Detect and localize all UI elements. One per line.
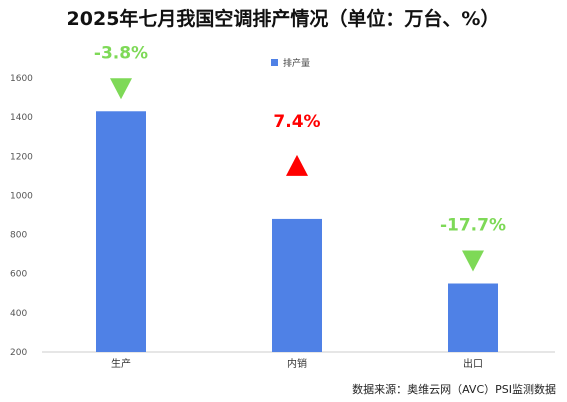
chart-title: 2025年七月我国空调排产情况（单位：万台、%） <box>67 7 500 30</box>
down-arrow-icon <box>462 250 484 272</box>
x-tick-label: 生产 <box>111 357 131 370</box>
legend: 排产量 <box>271 57 310 69</box>
legend-swatch <box>271 59 278 66</box>
change-annotations: -3.8% 7.4% -17.7% <box>94 43 506 272</box>
bar-1 <box>272 218 322 352</box>
legend-label: 排产量 <box>283 57 310 69</box>
y-tick-label: 1600 <box>10 74 33 84</box>
source-note: 数据来源：奥维云网（AVC）PSI监测数据 <box>352 382 556 396</box>
y-tick-label: 600 <box>10 270 27 280</box>
bar-0 <box>96 111 146 353</box>
up-arrow-icon <box>286 154 308 176</box>
y-axis: 200 400 600 800 1000 1200 1400 1600 <box>10 74 33 358</box>
x-tick-label: 内销 <box>287 357 307 370</box>
down-arrow-icon <box>110 78 132 100</box>
y-tick-label: 1000 <box>10 191 33 201</box>
bars <box>96 111 498 353</box>
y-tick-label: 1200 <box>10 152 33 162</box>
bar-2 <box>448 283 498 352</box>
change-label: 7.4% <box>273 112 320 132</box>
y-tick-label: 200 <box>10 348 27 358</box>
x-tick-label: 出口 <box>463 357 483 370</box>
y-tick-label: 400 <box>10 309 27 319</box>
y-tick-label: 1400 <box>10 113 33 123</box>
change-label: -3.8% <box>94 43 148 63</box>
change-label: -17.7% <box>440 216 506 236</box>
x-axis: 生产 内销 出口 <box>111 357 483 370</box>
y-tick-label: 800 <box>10 231 27 241</box>
